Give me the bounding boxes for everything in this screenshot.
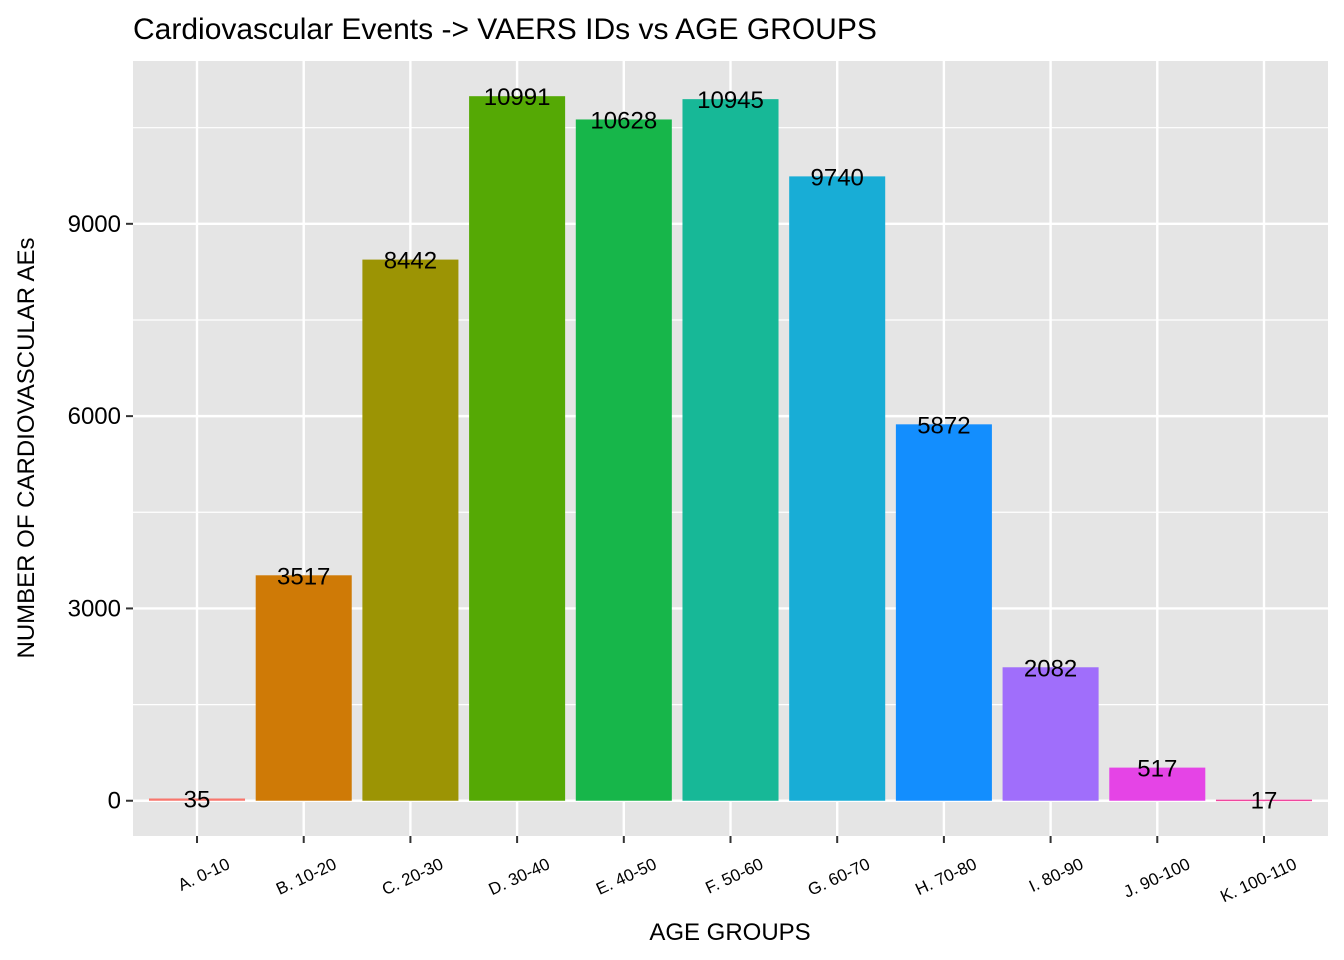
data-label: 3517 bbox=[277, 563, 330, 590]
data-label: 5872 bbox=[917, 412, 970, 439]
x-axis-title: AGE GROUPS bbox=[649, 919, 810, 946]
y-tick-label: 9000 bbox=[68, 211, 121, 238]
y-axis: 0 3000 6000 9000 bbox=[68, 211, 133, 815]
x-tick-label: D. 30-40 bbox=[486, 854, 553, 899]
data-label: 8442 bbox=[384, 248, 437, 275]
x-tick-label: H. 70-80 bbox=[912, 854, 979, 899]
x-tick-label: G. 60-70 bbox=[805, 854, 873, 899]
data-label: 10991 bbox=[484, 84, 551, 111]
x-tick-label: I. 80-90 bbox=[1026, 854, 1086, 896]
bar bbox=[1109, 767, 1206, 801]
data-label: 517 bbox=[1137, 756, 1177, 783]
chart-title: Cardiovascular Events -> VAERS IDs vs AG… bbox=[133, 13, 877, 46]
data-label: 35 bbox=[184, 787, 211, 814]
x-axis: A. 0-10 B. 10-20 C. 20-30 D. 30-40 E. 40-50 F… bbox=[175, 836, 1300, 906]
bar bbox=[149, 798, 246, 801]
y-tick-label: 0 bbox=[108, 788, 121, 815]
bar bbox=[1002, 667, 1099, 801]
x-tick-label: B. 10-20 bbox=[273, 854, 339, 898]
x-tick-label: C. 20-30 bbox=[379, 854, 446, 899]
data-label: 10945 bbox=[697, 87, 764, 114]
y-tick-label: 6000 bbox=[68, 403, 121, 430]
x-tick-label: K. 100-110 bbox=[1217, 854, 1299, 906]
x-tick-label: J. 90-100 bbox=[1121, 854, 1193, 901]
bar bbox=[575, 119, 672, 801]
y-axis-title: NUMBER OF CARDIOVASCULAR AEs bbox=[13, 238, 40, 659]
data-label: 10628 bbox=[590, 107, 657, 134]
data-label: 17 bbox=[1251, 788, 1278, 815]
bar bbox=[362, 259, 459, 801]
data-labels: 35 3517 8442 10991 10628 10945 9740 5872 2082 517… bbox=[184, 84, 1278, 814]
x-tick-label: E. 40-50 bbox=[593, 854, 659, 898]
x-tick-label: F. 50-60 bbox=[702, 854, 766, 897]
bar bbox=[469, 96, 566, 801]
bar bbox=[789, 176, 886, 801]
bar bbox=[895, 424, 992, 801]
bar bbox=[682, 99, 779, 801]
bars bbox=[149, 96, 1312, 802]
bar bbox=[255, 575, 352, 801]
bar bbox=[1215, 799, 1312, 802]
y-tick-label: 3000 bbox=[68, 595, 121, 622]
x-tick-label: A. 0-10 bbox=[175, 854, 233, 894]
data-label: 2082 bbox=[1024, 655, 1077, 682]
data-label: 9740 bbox=[811, 164, 864, 191]
